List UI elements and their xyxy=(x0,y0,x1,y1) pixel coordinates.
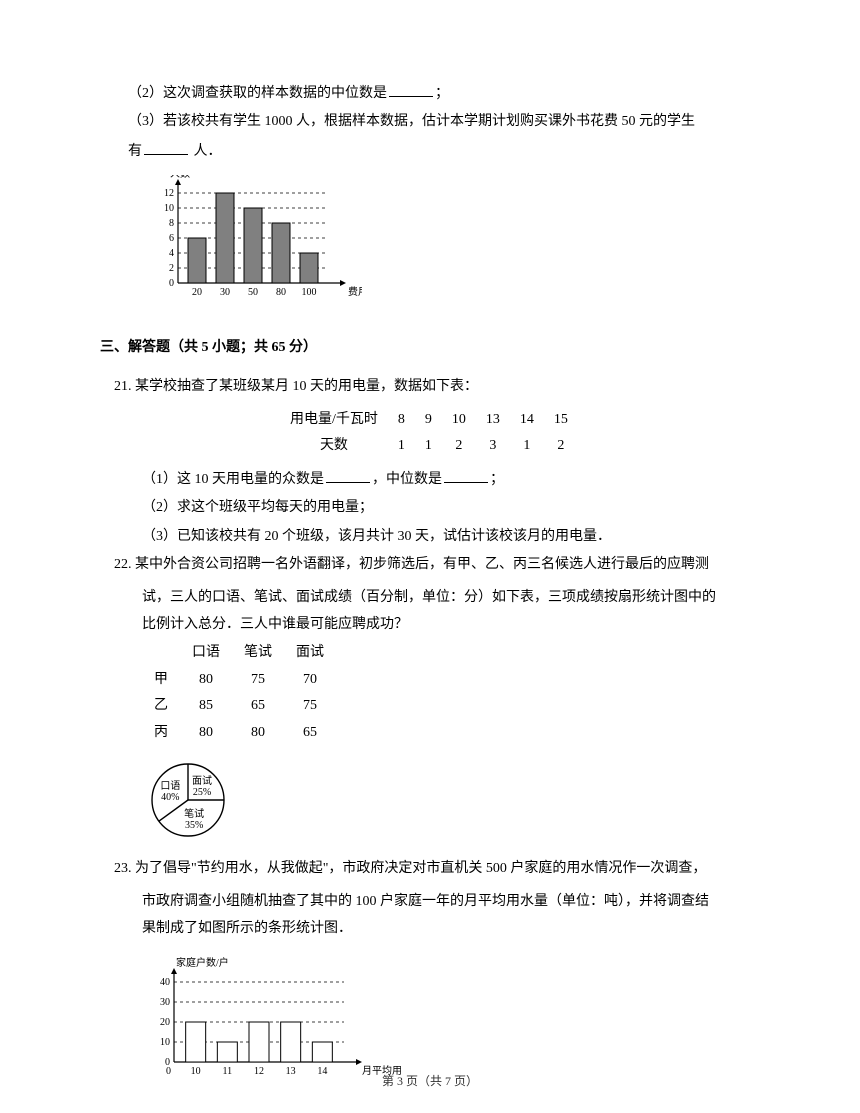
svg-text:口语: 口语 xyxy=(160,780,180,792)
svg-text:25%: 25% xyxy=(193,787,211,798)
table-row: 口语 笔试 面试 xyxy=(142,640,336,667)
q22-table: 口语 笔试 面试 甲 80 75 70 乙 85 65 75 丙 80 80 6… xyxy=(142,640,336,746)
q20-p3b-text: 有 xyxy=(128,144,142,159)
svg-text:4: 4 xyxy=(169,248,174,259)
q22-pie-chart: 口语40% 面试25% 笔试35% xyxy=(142,756,242,846)
q23-stem3: 果制成了如图所示的条形统计图． xyxy=(100,916,760,943)
svg-text:10: 10 xyxy=(164,203,174,214)
table-row: 用电量/千瓦时 8 9 10 13 14 15 xyxy=(280,407,578,434)
svg-text:笔试: 笔试 xyxy=(184,807,204,820)
q21-table: 用电量/千瓦时 8 9 10 13 14 15 天数 1 1 2 3 1 2 xyxy=(280,407,578,460)
svg-text:40: 40 xyxy=(160,977,170,988)
svg-text:12: 12 xyxy=(164,188,174,199)
q21-blank2 xyxy=(444,466,488,483)
q20-p2-end: ； xyxy=(435,86,449,101)
q21-row1-label: 用电量/千瓦时 xyxy=(280,407,388,434)
svg-text:100: 100 xyxy=(302,287,317,298)
q20-chart: 0 2 4 6 8 10 12 20 30 50 80 100 人数费用/元 xyxy=(100,175,760,305)
q22-stem3: 比例计入总分．三人中谁最可能应聘成功？ xyxy=(100,612,760,639)
svg-text:人数: 人数 xyxy=(170,175,190,180)
svg-text:8: 8 xyxy=(169,218,174,229)
q23-stem1: 23. 为了倡导"节约用水，从我做起"，市政府决定对市直机关 500 户家庭的用… xyxy=(114,856,760,883)
q23-chart: 01020304001011121314家庭户数/户月平均用水量/吨 xyxy=(100,952,760,1082)
q20-part3a: （3）若该校共有学生 1000 人，根据样本数据，估计本学期计划购买课外书花费 … xyxy=(100,109,760,136)
q20-part3b: 有 人． xyxy=(100,138,760,165)
q22-pie: 口语40% 面试25% 笔试35% xyxy=(100,756,760,846)
q23-bar-chart: 01020304001011121314家庭户数/户月平均用水量/吨 xyxy=(142,952,402,1082)
table-row: 丙 80 80 65 xyxy=(142,720,336,747)
q20-part2: （2）这次调查获取的样本数据的中位数是 ； xyxy=(100,80,760,107)
svg-text:80: 80 xyxy=(276,287,286,298)
svg-text:面试: 面试 xyxy=(192,774,212,787)
svg-text:10: 10 xyxy=(160,1037,170,1048)
table-row: 甲 80 75 70 xyxy=(142,667,336,694)
q21-row2-label: 天数 xyxy=(280,433,388,460)
svg-text:50: 50 xyxy=(248,287,258,298)
q21-part1: （1）这 10 天用电量的众数是，中位数是； xyxy=(100,466,760,493)
q21-blank1 xyxy=(326,466,370,483)
svg-text:30: 30 xyxy=(160,997,170,1008)
svg-text:40%: 40% xyxy=(161,792,179,803)
svg-text:0: 0 xyxy=(169,278,174,289)
svg-text:2: 2 xyxy=(169,263,174,274)
q20-p3a-text: （3）若该校共有学生 1000 人，根据样本数据，估计本学期计划购买课外书花费 … xyxy=(128,114,695,129)
q20-p3b-end: 人． xyxy=(190,144,222,159)
q20-blank3 xyxy=(144,138,188,155)
page-footer: 第 3 页（共 7 页） xyxy=(0,1070,860,1093)
q20-bar-chart: 0 2 4 6 8 10 12 20 30 50 80 100 人数费用/元 xyxy=(142,175,362,305)
q21-part2: （2）求这个班级平均每天的用电量； xyxy=(100,495,760,522)
q20-p2-text: （2）这次调查获取的样本数据的中位数是 xyxy=(128,86,387,101)
q21-stem: 21. 某学校抽查了某班级某月 10 天的用电量，数据如下表： xyxy=(114,374,760,401)
table-row: 天数 1 1 2 3 1 2 xyxy=(280,433,578,460)
svg-text:20: 20 xyxy=(160,1017,170,1028)
svg-text:费用/元: 费用/元 xyxy=(348,285,362,298)
section3-title: 三、解答题（共 5 小题；共 65 分） xyxy=(100,335,760,362)
q20-blank2 xyxy=(389,80,433,97)
svg-text:35%: 35% xyxy=(185,820,203,831)
svg-text:家庭户数/户: 家庭户数/户 xyxy=(176,956,229,969)
svg-text:30: 30 xyxy=(220,287,230,298)
q22-stem2: 试，三人的口语、笔试、面试成绩（百分制，单位：分）如下表，三项成绩按扇形统计图中… xyxy=(100,585,760,612)
svg-text:6: 6 xyxy=(169,233,174,244)
q21-part3: （3）已知该校共有 20 个班级，该月共计 30 天，试估计该校该月的用电量． xyxy=(100,524,760,551)
svg-text:20: 20 xyxy=(192,287,202,298)
q22-stem1: 22. 某中外合资公司招聘一名外语翻译，初步筛选后，有甲、乙、丙三名候选人进行最… xyxy=(114,552,760,579)
q23-stem2: 市政府调查小组随机抽查了其中的 100 户家庭一年的月平均用水量（单位：吨），并… xyxy=(100,889,760,916)
table-row: 乙 85 65 75 xyxy=(142,693,336,720)
